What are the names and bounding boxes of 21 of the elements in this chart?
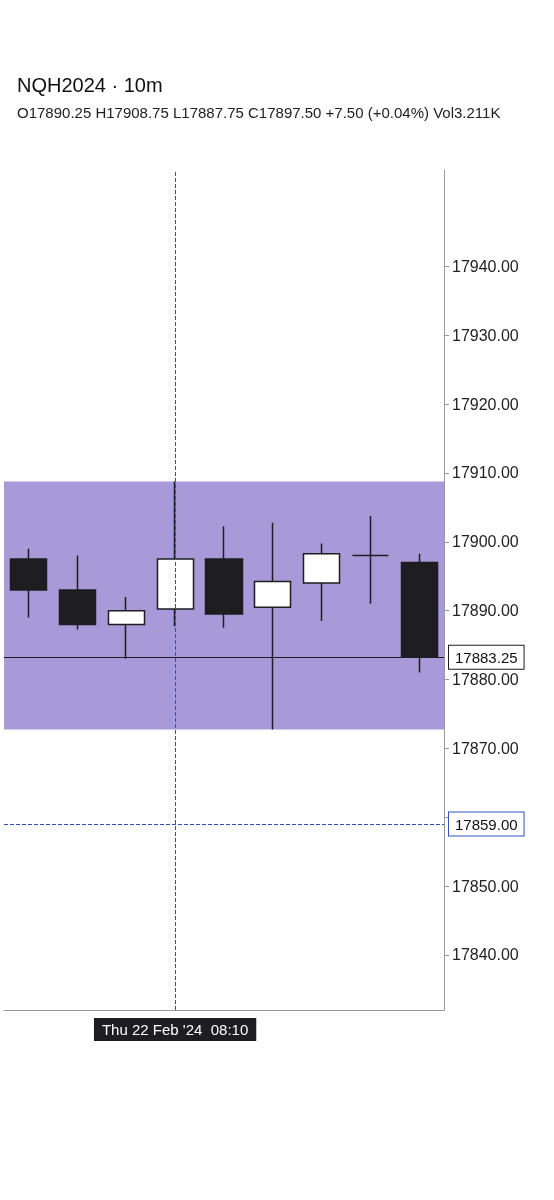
ref-line-label: 17883.25: [455, 648, 518, 666]
y-tick-label: 17910.00: [452, 464, 519, 482]
candlestick: [156, 480, 195, 627]
candlestick: [204, 525, 244, 629]
y-tick-label: 17900.00: [452, 533, 519, 551]
x-tick-label: Thu 22 Feb '24 08:10: [101, 1021, 249, 1038]
y-tick-label: 17870.00: [452, 739, 519, 757]
y-tick-label: 17850.00: [452, 877, 519, 895]
candlestick: [351, 515, 390, 605]
chart-title: NQH2024 · 10m: [17, 74, 163, 96]
y-tick-label: 17840.00: [452, 946, 519, 964]
candlestick: [302, 542, 341, 622]
y-tick-label: 17920.00: [452, 395, 519, 413]
candlestick: [9, 547, 48, 619]
ref-line-label: 17859.00: [455, 815, 518, 833]
y-tick-label: 17880.00: [452, 671, 519, 689]
chart-subtitle: O17890.25 H17908.75 L17887.75 C17897.50 +7.50 (+0.04%) Vol3.211K: [17, 104, 501, 121]
y-tick-label: 17940.00: [452, 257, 519, 275]
y-tick-label: 17930.00: [452, 326, 519, 344]
candlestick: [58, 554, 97, 631]
y-tick-label: 17890.00: [452, 602, 519, 620]
